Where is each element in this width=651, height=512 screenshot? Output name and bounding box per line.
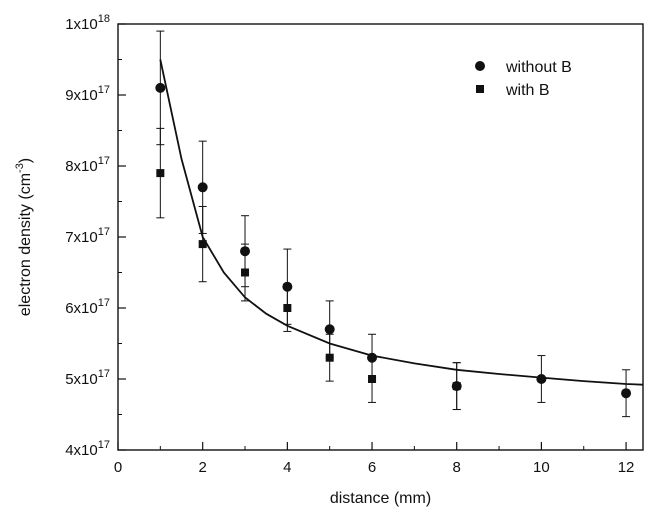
x-axis-title: distance (mm) (330, 490, 431, 507)
x-tick-label: 4 (283, 459, 291, 476)
data-point-without-b (197, 182, 208, 193)
data-point-with-b (156, 169, 165, 178)
data-point-with-b (283, 304, 292, 312)
fit-curve (159, 59, 644, 386)
x-tick-label: 10 (533, 459, 550, 476)
legend-marker-circle (475, 61, 485, 71)
x-tick-label: 8 (453, 459, 461, 476)
x-tick-label: 12 (618, 459, 635, 476)
x-tick-label: 6 (368, 459, 376, 476)
data-point-with-b (241, 268, 250, 277)
legend-label: without B (505, 59, 572, 76)
data-point-with-b (198, 240, 207, 249)
data-point-without-b (536, 374, 547, 384)
data-point-without-b (621, 388, 632, 399)
data-point-without-b (155, 82, 166, 93)
data-point-with-b (325, 353, 334, 362)
data-point-without-b (240, 246, 251, 257)
legend-marker-square (476, 85, 484, 93)
x-tick-label: 2 (199, 459, 207, 476)
data-point-without-b (367, 352, 378, 363)
data-point-without-b (282, 281, 293, 292)
data-point-with-b (368, 375, 377, 383)
legend-label: with B (505, 82, 550, 99)
data-point-without-b (324, 324, 335, 335)
y-axis-title: electron density (cm-3) (14, 158, 34, 316)
data-point-with-b (452, 382, 461, 391)
x-tick-label: 0 (114, 459, 122, 476)
